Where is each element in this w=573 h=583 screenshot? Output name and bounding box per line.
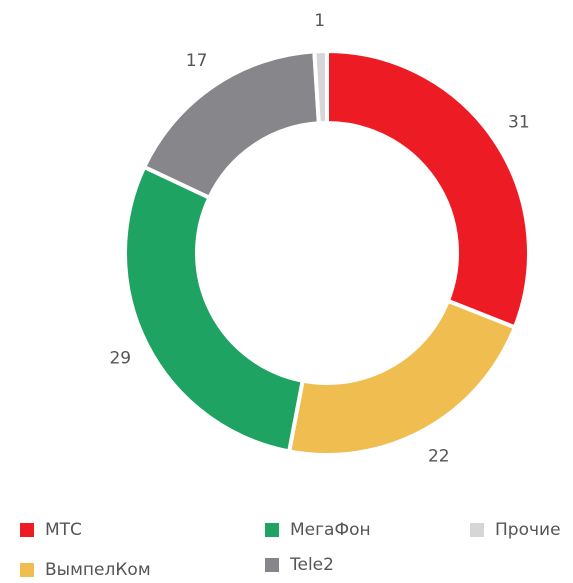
legend-label: ВымпелКом <box>45 560 151 579</box>
legend-swatch <box>265 558 279 572</box>
legend-label: Прочие <box>495 520 561 540</box>
data-label: 31 <box>508 113 530 133</box>
donut-segment <box>325 48 531 330</box>
data-label: 22 <box>428 446 450 466</box>
donut-segment <box>312 48 329 126</box>
donut-segment <box>141 49 321 201</box>
legend-label: МегаФон <box>290 520 371 540</box>
data-label: 17 <box>186 51 208 71</box>
legend-swatch <box>20 523 34 537</box>
donut-segment <box>123 164 305 454</box>
donut-segment <box>286 298 518 457</box>
legend-label: МТС <box>45 520 82 540</box>
legend-swatch <box>265 523 279 537</box>
data-label: 29 <box>109 348 131 368</box>
legend-swatch <box>470 523 484 537</box>
legend-label: Tele2 <box>289 555 334 575</box>
data-label: 1 <box>314 11 325 31</box>
legend-swatch <box>20 563 34 577</box>
